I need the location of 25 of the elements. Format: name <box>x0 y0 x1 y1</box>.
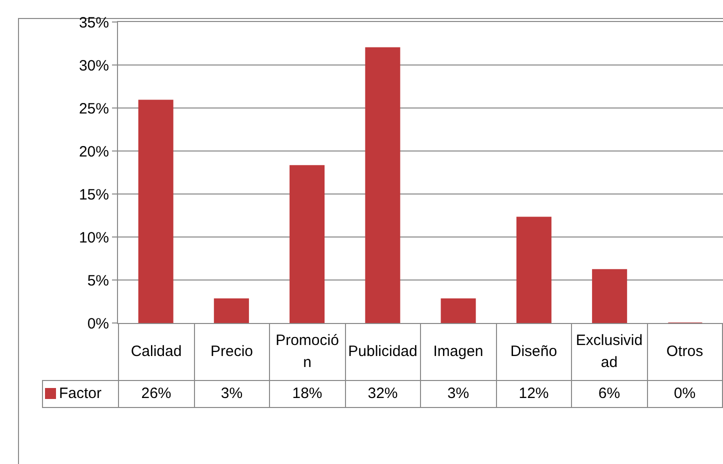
y-tick-label: 25% <box>78 100 109 118</box>
x-tick-label: Publicidad <box>345 324 420 380</box>
y-tick-label: 0% <box>87 315 109 332</box>
data-label: 6% <box>572 380 647 408</box>
data-label: 12% <box>496 380 572 408</box>
y-tick-label: 15% <box>78 186 109 204</box>
x-tick-label: Exclusividad <box>572 324 647 380</box>
x-tick-label: Diseño <box>496 324 572 380</box>
data-label: 26% <box>118 380 194 408</box>
data-label: 18% <box>270 380 345 408</box>
x-tick-label: Otros <box>647 324 722 380</box>
y-tick-label: 35% <box>78 14 109 32</box>
legend-label: Factor <box>59 385 102 402</box>
y-tick-label: 20% <box>78 143 109 160</box>
y-tick-label: 10% <box>78 229 109 246</box>
data-label: 32% <box>345 380 420 408</box>
data-label: 3% <box>420 380 496 408</box>
data-label: 3% <box>194 380 270 408</box>
y-tick-label: 30% <box>78 57 109 74</box>
x-tick-label: Imagen <box>420 324 496 380</box>
y-tick-label: 5% <box>87 272 109 290</box>
data-label: 0% <box>647 380 722 408</box>
x-tick-label: Calidad <box>118 324 194 380</box>
x-tick-label: Precio <box>194 324 270 380</box>
x-tick-label: Promoción <box>270 324 345 380</box>
